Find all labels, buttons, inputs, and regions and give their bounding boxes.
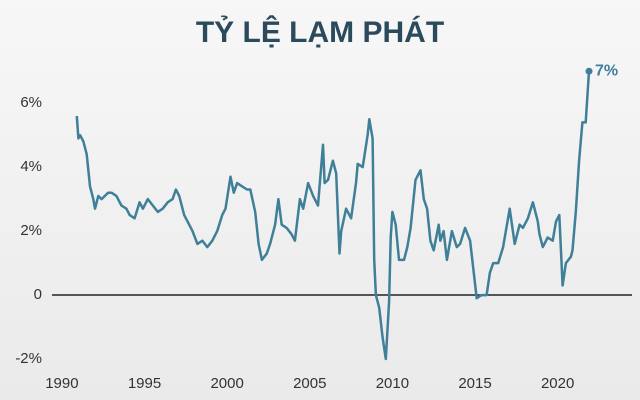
x-tick-label: 2015 [458,375,491,392]
x-tick-label: 2020 [541,375,574,392]
x-tick-label: 2000 [210,375,243,392]
x-tick-label: 2010 [376,375,409,392]
y-tick-label: 0 [34,286,42,303]
x-tick-label: 2005 [293,375,326,392]
x-tick-label: 1995 [128,375,161,392]
chart-title: TỶ LỆ LẠM PHÁT [196,15,444,49]
y-tick-label: 4% [20,158,42,175]
y-tick-label: 2% [20,222,42,239]
line [75,71,591,361]
y-tick-label: -2% [15,350,42,367]
end-marker [585,67,593,75]
end-label: 7% [595,62,618,79]
x-tick-label: 1990 [45,375,78,392]
y-tick-label: 6% [20,94,42,111]
